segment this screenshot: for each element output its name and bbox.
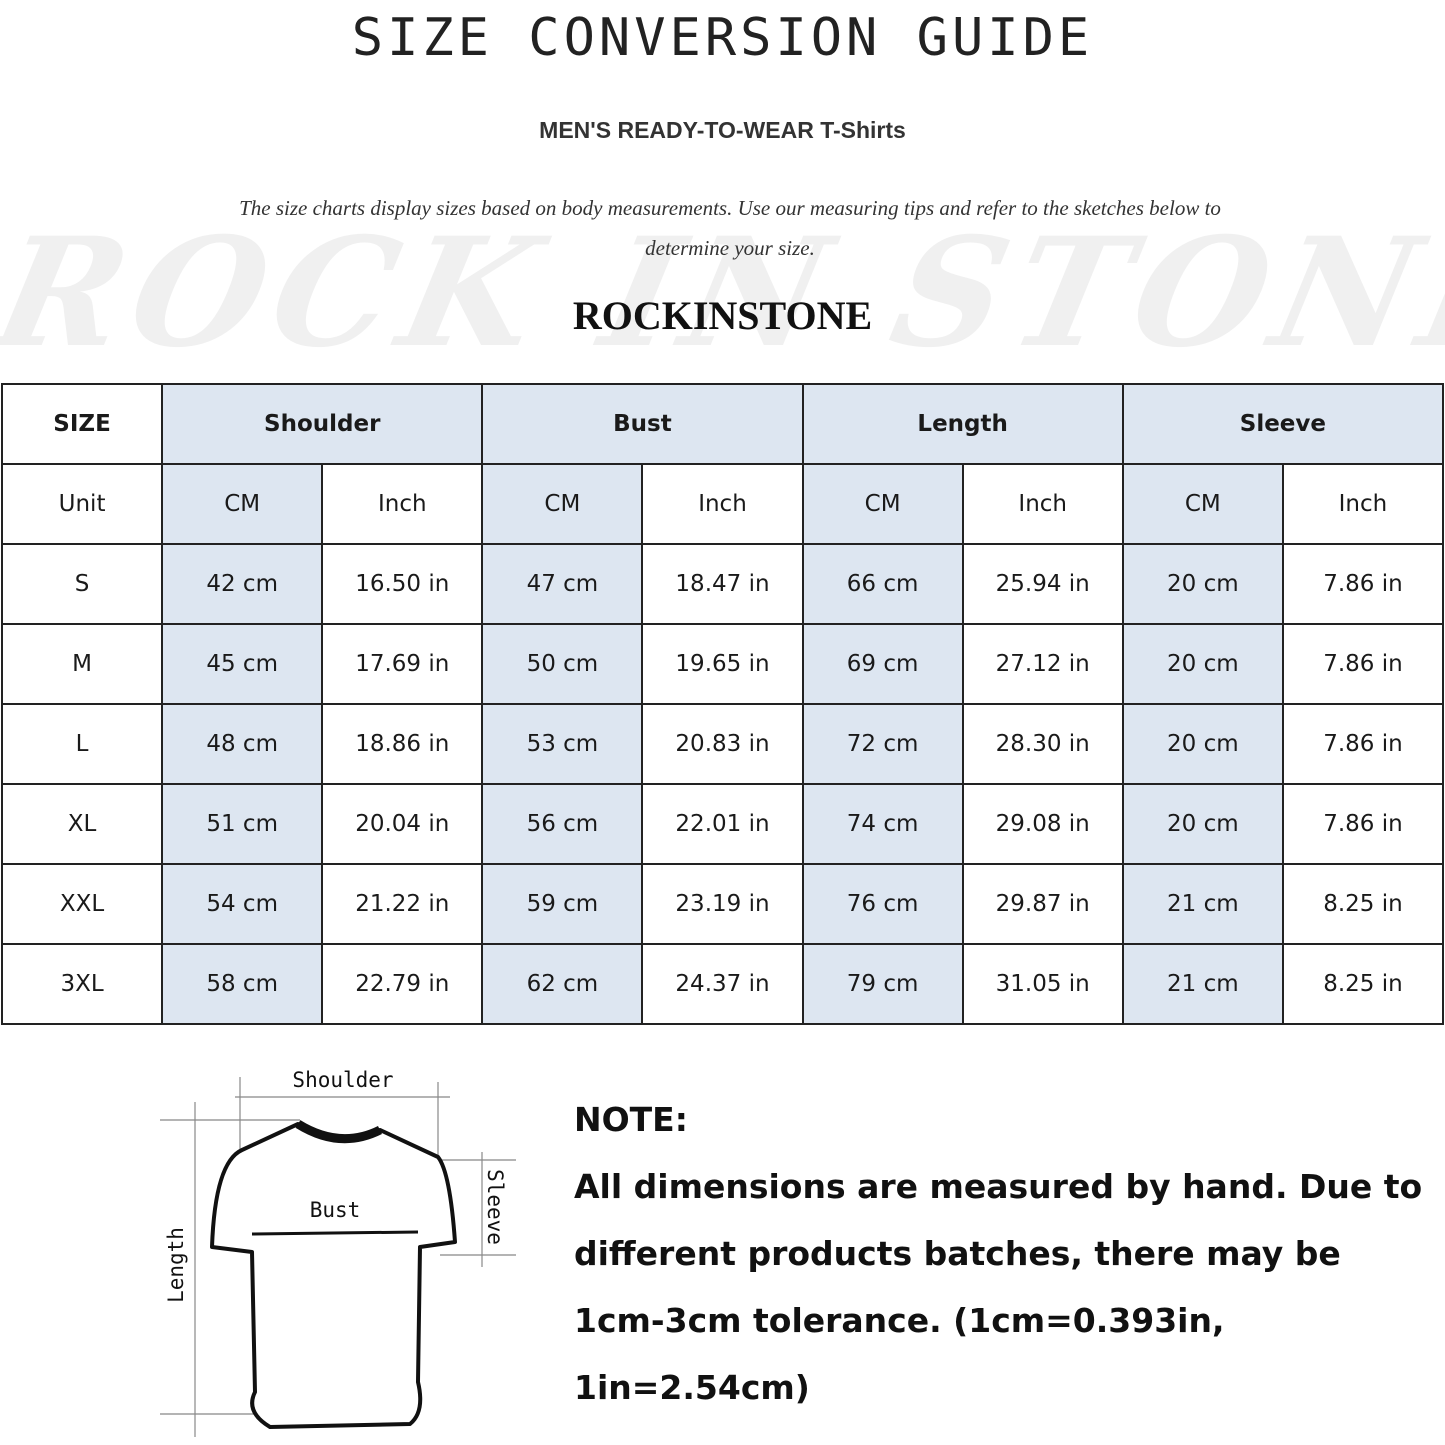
table-row: XL 51 cm 20.04 in 56 cm 22.01 in 74 cm 29.08 i… [0,783,1445,865]
value-cell: 8.25 in [1281,943,1445,1025]
value-cell: 18.47 in [641,543,804,625]
shoulder-label: Shoulder [292,1068,393,1092]
value-cell: 28.30 in [961,703,1124,785]
value-cell: 54 cm [161,863,324,945]
size-cell: XXL [0,863,164,945]
size-cell: 3XL [0,943,164,1025]
value-cell: 20.04 in [321,783,484,865]
table-row: L 48 cm 18.86 in 53 cm 20.83 in 72 cm 28.30 in… [0,703,1445,785]
value-cell: 21 cm [1121,943,1284,1025]
unit-label: Unit [0,463,164,545]
value-cell: 20 cm [1121,703,1284,785]
size-cell: S [0,543,164,625]
value-cell: 62 cm [481,943,644,1025]
value-cell: 19.65 in [641,623,804,705]
table-row: XXL 54 cm 21.22 in 59 cm 23.19 in 76 cm 29.87 … [0,863,1445,945]
length-label: Length [164,1227,188,1303]
unit-cell: CM [1121,463,1284,545]
bust-label: Bust [310,1198,361,1222]
size-table: SIZE Shoulder Bust Length Sleeve Unit CM… [0,383,1445,1025]
brand-name: ROCKINSTONE [572,293,873,338]
note-line: All dimensions are measured by hand. Due… [574,1167,1423,1206]
value-cell: 21.22 in [321,863,484,945]
value-cell: 56 cm [481,783,644,865]
value-cell: 79 cm [801,943,964,1025]
value-cell: 76 cm [801,863,964,945]
value-cell: 22.01 in [641,783,804,865]
sleeve-label: Sleeve [483,1169,507,1245]
note-heading: NOTE: [574,1100,688,1139]
value-cell: 29.08 in [961,783,1124,865]
intro-text: The size charts display sizes based on b… [239,196,1221,260]
unit-cell: CM [801,463,964,545]
unit-cell: CM [161,463,324,545]
value-cell: 42 cm [161,543,324,625]
value-cell: 24.37 in [641,943,804,1025]
value-cell: 20 cm [1121,623,1284,705]
unit-cell: Inch [641,463,804,545]
value-cell: 50 cm [481,623,644,705]
value-cell: 25.94 in [961,543,1124,625]
group-header-bust: Bust [481,383,804,465]
value-cell: 45 cm [161,623,324,705]
note-line: 1cm-3cm tolerance. (1cm=0.393in, 1in=2.5… [574,1301,1225,1407]
tshirt-diagram: Shoulder Bust Sleeve Length [160,1068,516,1437]
value-cell: 74 cm [801,783,964,865]
group-header-length: Length [801,383,1124,465]
size-header: SIZE [0,383,164,465]
unit-cell: Inch [1281,463,1445,545]
unit-row: Unit CM Inch CM Inch CM Inch CM Inch [0,463,1445,545]
table-row: M 45 cm 17.69 in 50 cm 19.65 in 69 cm 27.12 in… [0,623,1445,705]
value-cell: 22.79 in [321,943,484,1025]
subtitle: MEN'S READY-TO-WEAR T-Shirts [539,117,906,143]
value-cell: 23.19 in [641,863,804,945]
value-cell: 47 cm [481,543,644,625]
header-row: SIZE Shoulder Bust Length Sleeve [0,383,1445,465]
value-cell: 7.86 in [1281,623,1445,705]
value-cell: 17.69 in [321,623,484,705]
value-cell: 7.86 in [1281,703,1445,785]
value-cell: 16.50 in [321,543,484,625]
value-cell: 66 cm [801,543,964,625]
value-cell: 7.86 in [1281,543,1445,625]
value-cell: 20.83 in [641,703,804,785]
value-cell: 29.87 in [961,863,1124,945]
table-row: 3XL 58 cm 22.79 in 62 cm 24.37 in 79 cm 31.05 … [0,943,1445,1025]
table-row: S 42 cm 16.50 in 47 cm 18.47 in 66 cm 25.94 in… [0,543,1445,625]
size-cell: L [0,703,164,785]
size-cell: XL [0,783,164,865]
group-header-sleeve: Sleeve [1121,383,1445,465]
value-cell: 48 cm [161,703,324,785]
value-cell: 7.86 in [1281,783,1445,865]
unit-cell: Inch [961,463,1124,545]
value-cell: 72 cm [801,703,964,785]
group-header-shoulder: Shoulder [161,383,484,465]
value-cell: 69 cm [801,623,964,705]
note: NOTE: All dimensions are measured by han… [574,1086,1424,1421]
value-cell: 31.05 in [961,943,1124,1025]
value-cell: 51 cm [161,783,324,865]
unit-cell: CM [481,463,644,545]
note-line: different products batches, there may be [574,1234,1341,1273]
value-cell: 59 cm [481,863,644,945]
value-cell: 27.12 in [961,623,1124,705]
page-title: SIZE CONVERSION GUIDE [351,8,1094,68]
value-cell: 20 cm [1121,543,1284,625]
value-cell: 21 cm [1121,863,1284,945]
unit-cell: Inch [321,463,484,545]
value-cell: 18.86 in [321,703,484,785]
value-cell: 58 cm [161,943,324,1025]
value-cell: 20 cm [1121,783,1284,865]
value-cell: 53 cm [481,703,644,785]
value-cell: 8.25 in [1281,863,1445,945]
size-cell: M [0,623,164,705]
